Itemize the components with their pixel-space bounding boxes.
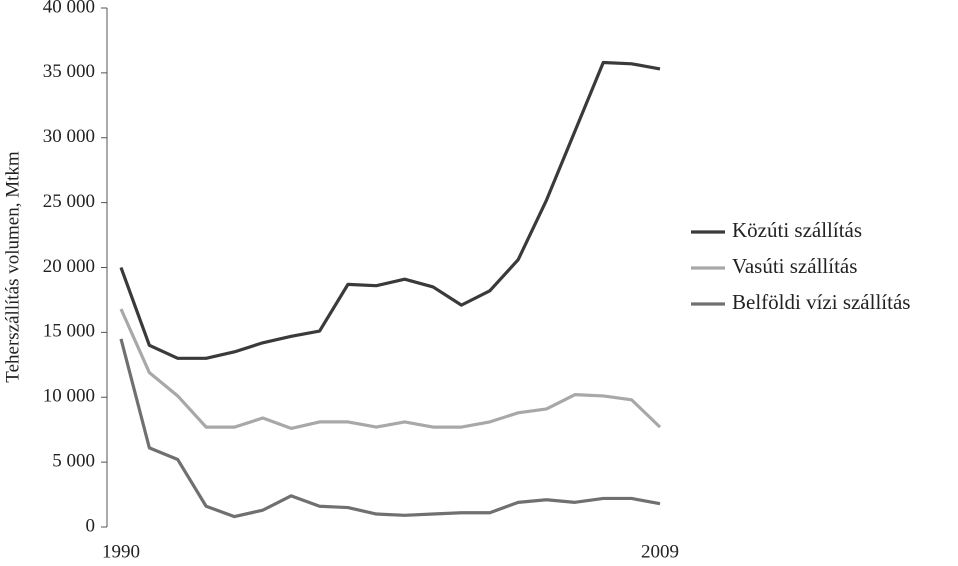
legend: Közúti szállítás Vasúti szállítás Belföldi… <box>691 218 910 314</box>
x-tick-label: 1990 <box>102 541 140 562</box>
y-axis-label: Teherszállítás volumen, Mtkm <box>2 151 23 383</box>
y-tick-label: 20 000 <box>43 256 95 277</box>
y-tick-label: 5 000 <box>52 450 95 471</box>
legend-label: Közúti szállítás <box>732 218 862 242</box>
legend-label: Vasúti szállítás <box>732 254 857 278</box>
series-line <box>119 308 662 430</box>
y-tick-label: 35 000 <box>43 61 95 82</box>
legend-label: Belföldi vízi szállítás <box>732 290 910 314</box>
y-tick-label: 10 000 <box>43 386 95 407</box>
y-tick-label: 25 000 <box>43 191 95 212</box>
series-line <box>119 338 661 519</box>
series-line <box>119 60 661 360</box>
y-tick-label: 30 000 <box>43 126 95 147</box>
y-tick-label: 40 000 <box>43 0 95 17</box>
y-tick-label: 0 <box>86 515 96 536</box>
y-tick-label: 15 000 <box>43 321 95 342</box>
x-tick-label: 2009 <box>641 541 679 562</box>
